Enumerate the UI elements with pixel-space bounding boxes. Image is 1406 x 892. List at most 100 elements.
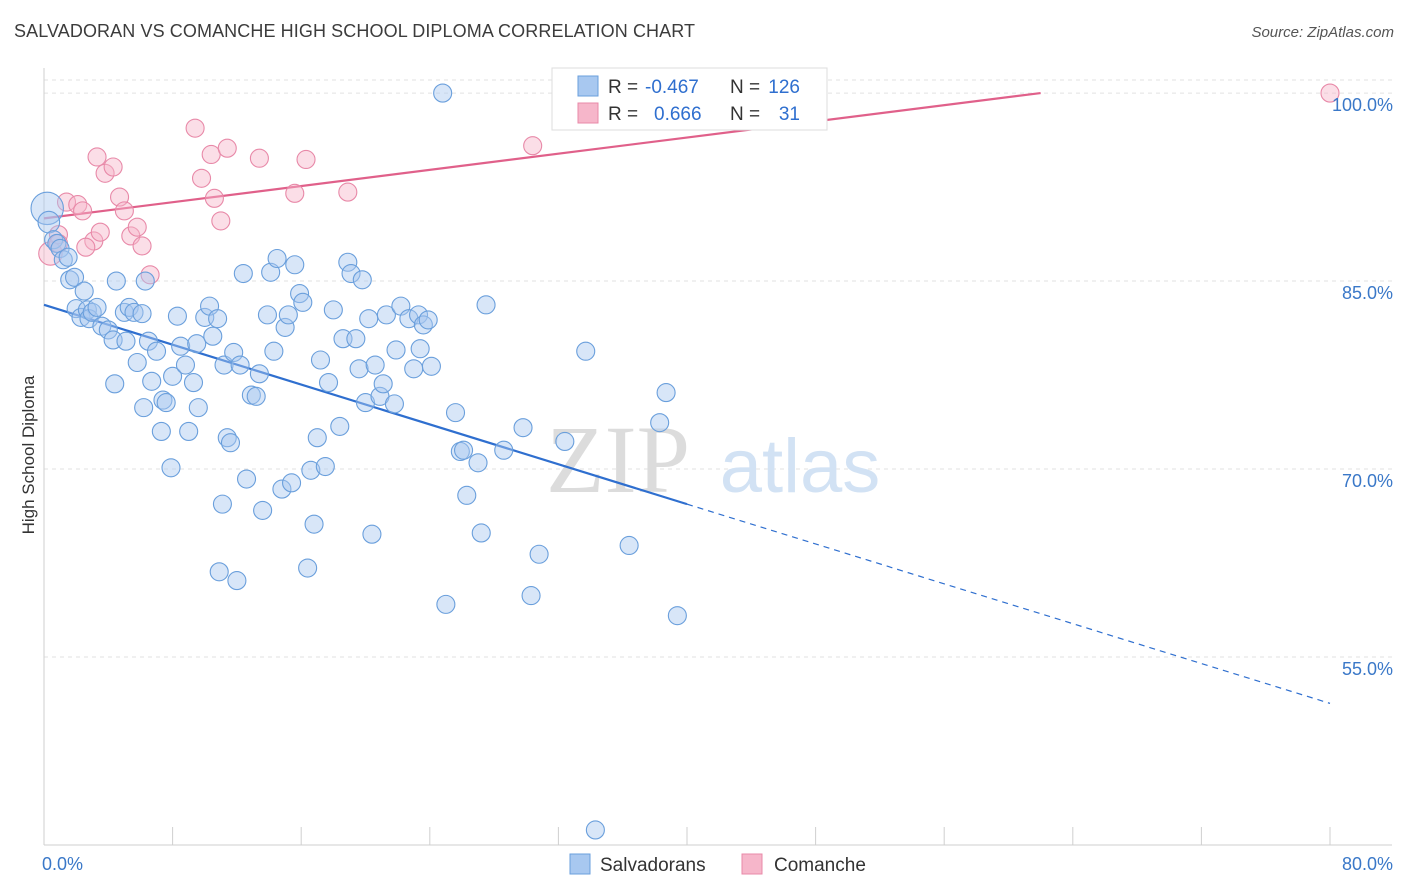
- y-tick-label-3: 55.0%: [1342, 659, 1393, 679]
- point-salvadorans-52: [220, 433, 241, 453]
- trend-line-0: [43, 303, 688, 506]
- point-salvadorans-112: [476, 295, 496, 315]
- point-salvadorans-103: [418, 310, 438, 330]
- bottom-legend-comanche: Comanche: [774, 855, 866, 876]
- legend-n-label-2: N =: [730, 104, 760, 125]
- point-salvadorans-121: [650, 413, 670, 433]
- watermark-atlas: atlas: [720, 424, 881, 509]
- axes: [43, 68, 1392, 846]
- point-salvadorans-95: [384, 394, 404, 414]
- point-salvadorans-85: [346, 329, 366, 349]
- point-comanche-14: [132, 236, 152, 256]
- point-salvadorans-105: [436, 594, 456, 614]
- y-axis-title: High School Diploma: [19, 375, 38, 534]
- point-salvadorans-96: [386, 340, 406, 360]
- point-comanche-18: [201, 144, 221, 165]
- point-salvadorans-53: [224, 342, 244, 363]
- point-salvadorans-117: [555, 431, 575, 452]
- point-salvadorans-67: [275, 317, 295, 337]
- point-salvadorans-75: [304, 514, 324, 534]
- point-salvadorans-1: [37, 210, 61, 234]
- y-tick-label-2: 70.0%: [1342, 471, 1393, 491]
- point-salvadorans-116: [529, 544, 549, 564]
- chart-title: SALVADORAN VS COMANCHE HIGH SCHOOL DIPLO…: [14, 21, 696, 41]
- point-salvadorans-79: [318, 373, 339, 393]
- point-salvadorans-31: [146, 341, 167, 361]
- point-salvadorans-40: [179, 421, 199, 441]
- point-comanche-6: [87, 147, 107, 167]
- point-salvadorans-69: [282, 473, 302, 493]
- point-salvadorans-101: [410, 339, 430, 359]
- point-comanche-17: [191, 168, 212, 188]
- point-salvadorans-17: [98, 320, 118, 340]
- point-salvadorans-94: [376, 305, 396, 325]
- point-salvadorans-104: [421, 356, 441, 376]
- point-salvadorans-62: [257, 305, 277, 325]
- point-salvadorans-61: [253, 500, 273, 520]
- point-salvadorans-115: [521, 586, 541, 606]
- point-salvadorans-34: [156, 393, 176, 413]
- point-salvadorans-107: [450, 441, 470, 462]
- point-salvadorans-122: [656, 383, 676, 403]
- point-salvadorans-98: [399, 309, 419, 329]
- legend-n-label-1: N =: [730, 77, 760, 98]
- point-salvadorans-55: [230, 355, 250, 375]
- point-salvadorans-28: [135, 271, 155, 291]
- legend-r-label-2: R =: [608, 104, 638, 125]
- point-comanche-22: [249, 148, 269, 168]
- point-salvadorans-47: [208, 309, 228, 329]
- point-salvadorans-56: [233, 263, 253, 284]
- legend-r-value-1: -0.467: [645, 77, 699, 98]
- point-salvadorans-49: [212, 494, 232, 514]
- trend-line-1: [43, 91, 1041, 220]
- point-salvadorans-57: [236, 469, 257, 489]
- point-salvadorans-36: [163, 366, 183, 386]
- point-salvadorans-108: [454, 440, 474, 460]
- legend-n-value-1: 126: [768, 77, 800, 98]
- point-salvadorans-33: [153, 390, 173, 410]
- point-salvadorans-41: [183, 373, 204, 393]
- point-salvadorans-83: [338, 252, 358, 272]
- tick-labels: 100.0% 85.0% 70.0% 55.0% 0.0% 80.0%: [42, 95, 1393, 874]
- point-salvadorans-30: [142, 371, 162, 391]
- point-comanche-20: [211, 211, 231, 231]
- point-salvadorans-11: [74, 281, 94, 301]
- point-salvadorans-3: [47, 233, 67, 254]
- point-comanche-2: [56, 192, 77, 212]
- point-salvadorans-110: [468, 453, 488, 473]
- point-salvadorans-72: [293, 292, 313, 312]
- point-salvadorans-65: [267, 248, 287, 269]
- point-salvadorans-27: [134, 398, 154, 418]
- data-points: [30, 83, 1340, 840]
- point-comanche-7: [90, 222, 110, 242]
- point-comanche-23: [285, 183, 305, 203]
- trend-line-extension-0: [686, 503, 1331, 704]
- bottom-legend-salvadorans: Salvadorans: [600, 855, 706, 876]
- point-salvadorans-6: [58, 247, 78, 267]
- point-salvadorans-99: [404, 359, 424, 379]
- point-salvadorans-35: [161, 458, 181, 478]
- point-comanche-24: [296, 149, 316, 170]
- point-salvadorans-43: [188, 398, 208, 418]
- point-comanche-13: [127, 217, 147, 237]
- point-salvadorans-46: [203, 326, 223, 346]
- legend-swatch-salvadorans: [577, 75, 599, 97]
- point-salvadorans-123: [667, 606, 687, 626]
- point-comanche-29: [76, 237, 96, 257]
- point-salvadorans-93: [373, 374, 393, 394]
- point-comanche-19: [204, 188, 224, 208]
- point-salvadorans-76: [307, 428, 327, 448]
- point-salvadorans-10: [71, 307, 91, 327]
- point-salvadorans-74: [301, 460, 321, 480]
- point-salvadorans-37: [167, 306, 187, 326]
- legend-n-value-2: 31: [779, 104, 800, 125]
- point-salvadorans-68: [278, 305, 298, 325]
- chart-source: Source: ZipAtlas.com: [1251, 24, 1394, 41]
- point-comanche-9: [103, 157, 123, 177]
- point-salvadorans-20: [106, 271, 126, 291]
- point-salvadorans-25: [127, 352, 147, 373]
- point-salvadorans-81: [330, 416, 350, 436]
- point-salvadorans-70: [285, 255, 305, 275]
- series-legend: Salvadorans Comanche: [569, 853, 866, 876]
